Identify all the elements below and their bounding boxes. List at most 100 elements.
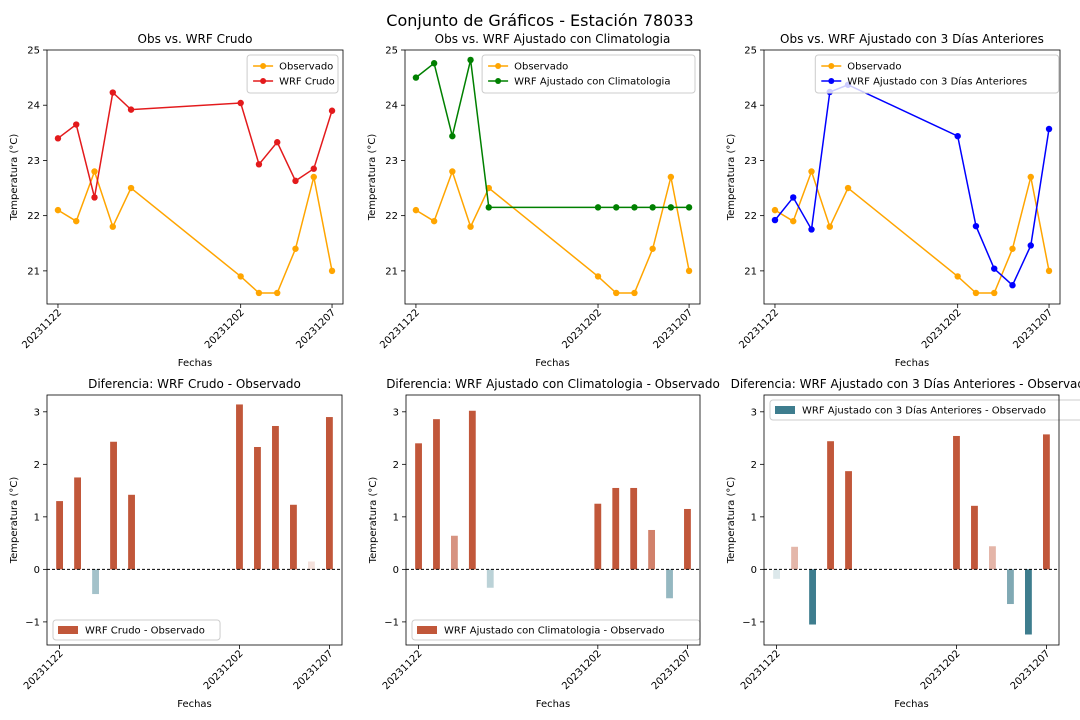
y-tick-label: 23 (744, 156, 757, 167)
y-tick-label: 2 (751, 460, 757, 471)
legend (246, 54, 339, 94)
data-point (613, 289, 620, 297)
x-tick-label: 20231207 (292, 648, 336, 692)
legend-marker (828, 78, 835, 84)
data-point (292, 177, 299, 185)
legend-label: WRF Ajustado con 3 Días Anteriores (847, 76, 1027, 88)
data-point (109, 89, 116, 96)
bar (971, 505, 978, 570)
plot-frame (763, 394, 1060, 646)
y-tick-label: −1 (742, 617, 757, 628)
y-tick-label: 3 (751, 407, 757, 418)
bar (989, 546, 996, 570)
data-point (412, 74, 420, 81)
bar (791, 546, 798, 570)
y-tick-label: 0 (751, 565, 757, 576)
plot-frame (405, 394, 701, 646)
bar (953, 435, 960, 570)
series-line (57, 169, 333, 294)
data-point (310, 165, 317, 172)
data-point (485, 204, 492, 211)
plot-frame (46, 394, 343, 646)
y-tick-label: −1 (25, 617, 40, 628)
legend-label: WRF Crudo - Observado (85, 626, 205, 637)
y-tick-label: 25 (27, 46, 40, 57)
x-tick-label: 20231202 (919, 648, 963, 692)
panel-title: Diferencia: WRF Ajustado con Climatologi… (386, 377, 720, 391)
data-point (127, 184, 135, 192)
bar (468, 410, 476, 570)
y-tick-label: 21 (744, 266, 757, 277)
legend-marker (828, 63, 835, 69)
y-tick-label: 1 (751, 512, 757, 523)
y-tick-label: 24 (744, 101, 757, 112)
data-point (808, 168, 815, 175)
data-point (237, 99, 244, 107)
legend-marker (495, 78, 502, 84)
bar (254, 446, 261, 570)
x-tick-label: 20231122 (737, 307, 781, 351)
y-axis-label: Temperatura (°C) (367, 134, 378, 222)
data-point (1009, 282, 1016, 289)
bar (433, 419, 440, 570)
y-tick-label: 0 (393, 565, 399, 576)
bar (1042, 434, 1050, 570)
y-tick-label: 22 (27, 211, 40, 222)
x-tick-label: 20231122 (20, 307, 64, 351)
bar (684, 508, 691, 570)
legend-swatch (58, 626, 78, 634)
x-tick-label: 20231122 (22, 648, 66, 692)
y-tick-label: 24 (27, 101, 40, 112)
plot-frame (46, 49, 344, 305)
data-point (685, 267, 693, 275)
legend-label: Observado (279, 62, 333, 73)
legend-label: WRF Ajustado con 3 Días Anteriores - Obs… (802, 405, 1046, 417)
legend-swatch (775, 406, 795, 414)
data-point (667, 173, 675, 181)
bar (56, 501, 64, 570)
x-tick-label: 20231207 (650, 648, 694, 692)
y-axis-label: Temperatura (°C) (368, 477, 379, 565)
data-point (667, 204, 675, 211)
data-point (127, 106, 135, 113)
panel-4: Diferencia: WRF Crudo - Observado −1 0 1 2 3 2… (9, 377, 343, 710)
x-axis-label: Fechas (178, 358, 213, 369)
series-line (415, 169, 690, 294)
y-tick-label: 23 (27, 156, 40, 167)
plot-frame (404, 49, 701, 305)
y-tick-label: −1 (384, 617, 399, 628)
data-point (954, 273, 961, 280)
bar (236, 404, 243, 570)
bar (415, 443, 422, 570)
x-axis-label: Fechas (894, 699, 929, 710)
data-point (1027, 173, 1034, 181)
legend-marker (260, 63, 267, 69)
y-tick-label: 1 (34, 512, 40, 523)
data-point (73, 121, 80, 128)
y-tick-label: 1 (393, 512, 399, 523)
data-point (54, 135, 62, 142)
bar (612, 487, 620, 570)
x-tick-label: 20231207 (1009, 648, 1053, 692)
x-axis-label: Fechas (535, 358, 570, 369)
y-tick-label: 25 (385, 46, 398, 57)
data-point (954, 132, 961, 140)
figure-title: Conjunto de Gráficos - Estación 78033 (386, 11, 694, 30)
legend-label: WRF Crudo (279, 77, 335, 88)
x-tick-label: 20231122 (378, 307, 422, 351)
data-point (826, 223, 833, 230)
x-axis-label: Fechas (895, 358, 930, 369)
x-tick-label: 20231202 (203, 307, 247, 351)
legend-marker (495, 63, 502, 69)
bar (1007, 569, 1014, 605)
data-point (292, 245, 299, 252)
data-point (255, 161, 263, 168)
data-point (808, 226, 815, 233)
data-point (310, 173, 317, 181)
legend (769, 399, 1080, 421)
y-tick-label: 2 (34, 460, 40, 471)
legend (481, 54, 696, 94)
data-point (685, 204, 693, 211)
data-point (467, 223, 474, 230)
data-point (771, 216, 779, 224)
